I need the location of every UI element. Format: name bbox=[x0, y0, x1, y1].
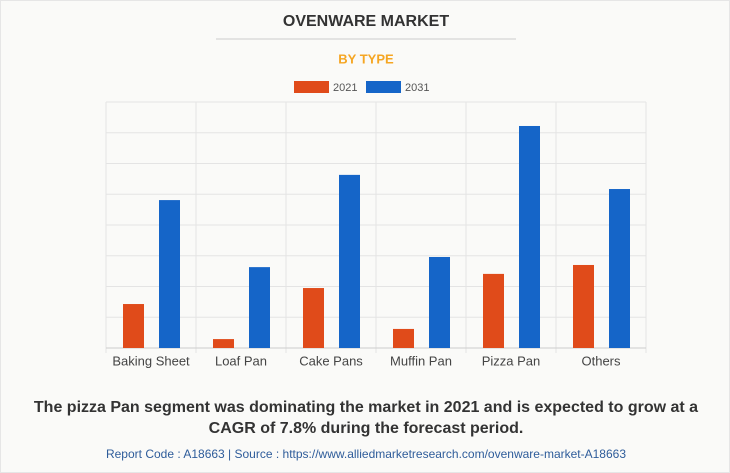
bar bbox=[483, 273, 504, 348]
bar bbox=[393, 328, 414, 348]
x-tick-label: Loaf Pan bbox=[215, 353, 267, 368]
legend-label: 2021 bbox=[333, 82, 357, 94]
note: The pizza Pan segment was dominating the… bbox=[33, 399, 699, 437]
bar bbox=[429, 256, 450, 348]
footer: Report Code : A18663 | Source : https://… bbox=[105, 447, 627, 461]
bar bbox=[609, 189, 630, 348]
x-tick-label: Pizza Pan bbox=[482, 353, 541, 368]
legend-swatch bbox=[294, 81, 329, 93]
legend-swatch bbox=[366, 81, 401, 93]
x-tick-label: Muffin Pan bbox=[390, 353, 452, 368]
bar bbox=[123, 304, 144, 348]
bar bbox=[339, 174, 360, 348]
bar bbox=[303, 288, 324, 348]
bar bbox=[159, 200, 180, 348]
bar bbox=[213, 339, 234, 348]
chart: OVENWARE MARKET BY TYPE 2021 2031 Baking S… bbox=[105, 13, 647, 368]
chart-subtitle: BY TYPE bbox=[338, 51, 394, 66]
x-tick-label: Cake Pans bbox=[299, 353, 363, 368]
bar bbox=[573, 264, 594, 348]
bar bbox=[249, 267, 270, 348]
x-tick-label: Baking Sheet bbox=[112, 353, 190, 368]
legend-label: 2031 bbox=[405, 82, 429, 94]
bar bbox=[519, 125, 540, 348]
x-tick-label: Others bbox=[581, 353, 621, 368]
chart-title: OVENWARE MARKET bbox=[283, 13, 449, 30]
